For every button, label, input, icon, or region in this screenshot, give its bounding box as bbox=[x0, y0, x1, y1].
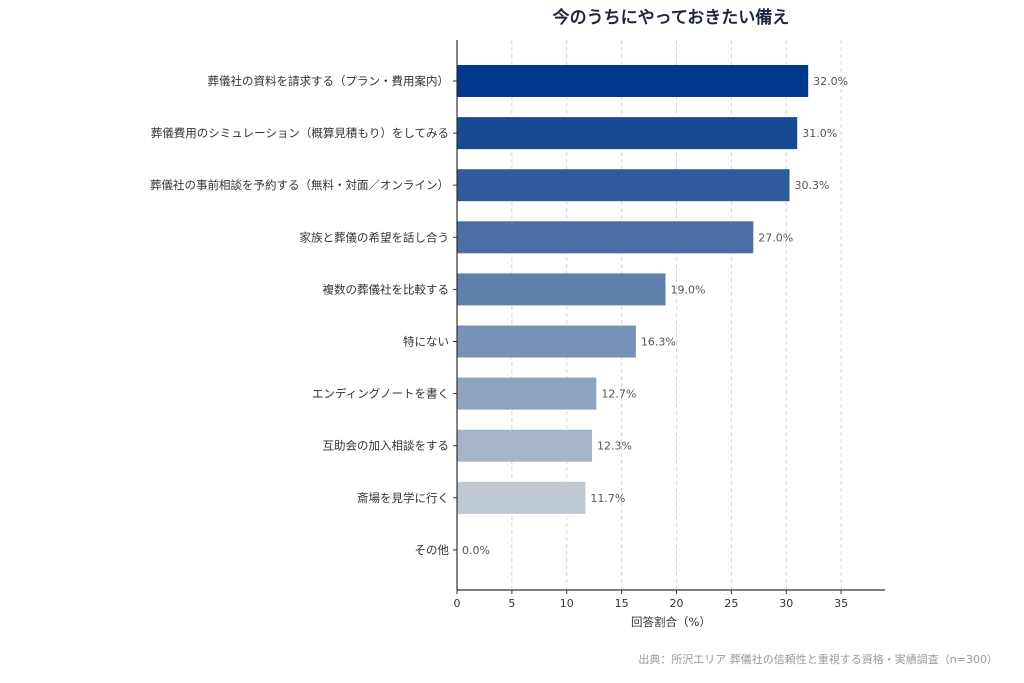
chart-title: 今のうちにやっておきたい備え bbox=[553, 7, 790, 28]
category-label: 互助会の加入相談をする bbox=[323, 439, 450, 453]
x-tick-label: 15 bbox=[615, 597, 629, 610]
bar bbox=[457, 117, 798, 150]
x-tick-label: 5 bbox=[508, 597, 515, 610]
x-tick-label: 10 bbox=[560, 597, 574, 610]
bar bbox=[457, 65, 809, 97]
category-label: 斎場を見学に行く bbox=[357, 491, 449, 505]
bar bbox=[457, 169, 790, 202]
x-axis-title: 回答割合（%） bbox=[631, 615, 711, 629]
bar bbox=[457, 481, 586, 514]
value-label: 27.0% bbox=[758, 231, 793, 244]
category-label: 特にない bbox=[403, 335, 449, 349]
x-tick-label: 35 bbox=[834, 597, 848, 610]
x-tick-label: 0 bbox=[454, 597, 461, 610]
value-label: 32.0% bbox=[813, 75, 848, 88]
value-label: 12.7% bbox=[601, 388, 636, 401]
value-label: 12.3% bbox=[597, 440, 632, 453]
source-note: 出典：所沢エリア 葬儀社の信頼性と重視する資格・実績調査（n=300） bbox=[638, 652, 998, 666]
category-label: 葬儀社の事前相談を予約する（無料・対面／オンライン） bbox=[150, 178, 449, 192]
bar bbox=[457, 221, 754, 254]
value-label: 0.0% bbox=[462, 544, 490, 557]
axes: 0 5 10 15 20 25 30 35 bbox=[453, 40, 885, 610]
category-label: 葬儀費用のシミュレーション（概算見積もり）をしてみる bbox=[151, 126, 449, 140]
value-label: 31.0% bbox=[802, 127, 837, 140]
x-tick-label: 30 bbox=[779, 597, 793, 610]
category-label: 家族と葬儀の希望を話し合う bbox=[300, 230, 450, 244]
bars: 葬儀社の資料を請求する（プラン・費用案内） 32.0% 葬儀費用のシミュレーション（… bbox=[150, 65, 848, 557]
bar bbox=[457, 273, 666, 306]
category-label: 複数の葬儀社を比較する bbox=[323, 282, 450, 296]
x-tick-label: 25 bbox=[724, 597, 738, 610]
value-label: 30.3% bbox=[795, 179, 830, 192]
bar bbox=[457, 377, 597, 410]
value-label: 16.3% bbox=[641, 336, 676, 349]
category-label: 葬儀社の資料を請求する（プラン・費用案内） bbox=[208, 74, 450, 88]
value-label: 11.7% bbox=[590, 492, 625, 505]
bar bbox=[457, 429, 592, 462]
x-tick-label: 20 bbox=[669, 597, 683, 610]
value-label: 19.0% bbox=[671, 283, 706, 296]
category-label: エンディングノートを書く bbox=[312, 387, 449, 401]
bar bbox=[457, 325, 636, 358]
category-label: その他 bbox=[415, 543, 450, 557]
